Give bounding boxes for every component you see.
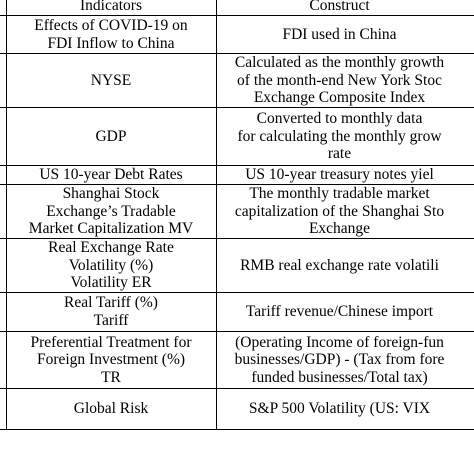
construct-line: Converted to monthly data bbox=[256, 110, 423, 128]
indicator-line: US 10-year Debt Rates bbox=[39, 166, 183, 184]
indicator-line: Real Tariff (%) bbox=[64, 294, 158, 312]
table-row: Effects of COVID-19 on FDI Inflow to Chi… bbox=[0, 15, 474, 54]
indicator-cell: GDP bbox=[5, 107, 217, 166]
construct-line: Calculated as the monthly growth bbox=[234, 54, 445, 72]
indicator-cell: Real Exchange Rate Volatility (%) Volati… bbox=[5, 238, 217, 293]
construct-cell: S&P 500 Volatility (US: VIX bbox=[215, 388, 474, 430]
indicator-cell: US 10-year Debt Rates bbox=[5, 165, 217, 185]
table-row: Preferential Treatment for Foreign Inves… bbox=[0, 331, 474, 389]
construct-cell: Calculated as the monthly growth of the … bbox=[215, 53, 474, 108]
construct-cell: FDI used in China bbox=[215, 15, 474, 54]
construct-line: for calculating the monthly grow bbox=[237, 127, 442, 145]
construct-cell: Converted to monthly data for calculatin… bbox=[215, 107, 474, 166]
construct-cell: The monthly tradable market capitalizati… bbox=[215, 184, 474, 239]
indicator-cell: Effects of COVID-19 on FDI Inflow to Chi… bbox=[5, 15, 217, 54]
table-row: NYSE Calculated as the monthly growth of… bbox=[0, 53, 474, 108]
indicator-line: FDI Inflow to China bbox=[47, 34, 175, 52]
construct-line: rate bbox=[327, 145, 352, 163]
indicator-line: Foreign Investment (%) bbox=[36, 351, 186, 369]
table-row: US 10-year Debt Rates US 10-year treasur… bbox=[0, 165, 474, 185]
indicator-line: Volatility (%) bbox=[68, 256, 154, 274]
construct-line: (Operating Income of foreign-fun bbox=[235, 333, 444, 351]
construct-line: US 10-year treasury notes yiel bbox=[245, 166, 434, 184]
indicator-table: Indicators Construct Effects of COVID-19… bbox=[0, 0, 474, 430]
indicator-cell: Shanghai Stock Exchange’s Tradable Marke… bbox=[5, 184, 217, 239]
indicator-line: Exchange’s Tradable bbox=[46, 202, 176, 220]
construct-line: The monthly tradable market bbox=[249, 185, 430, 203]
construct-cell: US 10-year treasury notes yiel bbox=[215, 165, 474, 185]
indicator-line: Tariff bbox=[93, 312, 129, 329]
indicator-line: TR bbox=[101, 368, 121, 386]
construct-line: FDI used in China bbox=[282, 25, 397, 43]
indicator-line: NYSE bbox=[90, 71, 132, 89]
construct-line: Tariff revenue/Chinese import bbox=[245, 303, 434, 321]
indicator-cell: Global Risk bbox=[5, 388, 217, 430]
construct-line: capitalization of the Shanghai Sto bbox=[234, 202, 445, 220]
construct-line: Exchange Composite Index bbox=[253, 89, 426, 107]
construct-line: RMB real exchange rate volatili bbox=[240, 256, 439, 274]
construct-line: businesses/GDP) - (Tax from fore bbox=[234, 351, 445, 369]
indicator-line: Shanghai Stock bbox=[62, 185, 160, 203]
indicator-line: GDP bbox=[95, 127, 127, 145]
indicator-cell: Preferential Treatment for Foreign Inves… bbox=[5, 331, 217, 389]
table-row: Global Risk S&P 500 Volatility (US: VIX bbox=[0, 388, 474, 430]
table-header-row: Indicators Construct bbox=[0, 0, 474, 16]
construct-header: Construct bbox=[215, 0, 474, 16]
table-row: GDP Converted to monthly data for calcul… bbox=[0, 107, 474, 166]
table-row: Shanghai Stock Exchange’s Tradable Marke… bbox=[0, 184, 474, 239]
construct-cell: Tariff revenue/Chinese import bbox=[215, 292, 474, 332]
indicator-line: Volatility ER bbox=[70, 274, 152, 292]
indicator-cell: NYSE bbox=[5, 53, 217, 108]
indicators-header: Indicators bbox=[5, 0, 217, 16]
table-row: Real Tariff (%) Tariff Tariff revenue/Ch… bbox=[0, 292, 474, 332]
construct-line: Exchange bbox=[308, 220, 371, 238]
construct-line: of the month-end New York Stoc bbox=[237, 71, 442, 89]
indicator-line: Preferential Treatment for bbox=[30, 333, 192, 351]
indicator-line: Global Risk bbox=[73, 400, 149, 418]
indicator-line: Effects of COVID-19 on bbox=[34, 16, 188, 34]
construct-line: funded businesses/Total tax) bbox=[251, 368, 428, 386]
indicator-line: Real Exchange Rate bbox=[48, 239, 174, 257]
indicator-line: Market Capitalization MV bbox=[28, 220, 194, 238]
indicator-cell: Real Tariff (%) Tariff bbox=[5, 292, 217, 332]
construct-header-text: Construct bbox=[309, 0, 370, 15]
construct-line: S&P 500 Volatility (US: VIX bbox=[248, 400, 431, 418]
table-row: Real Exchange Rate Volatility (%) Volati… bbox=[0, 238, 474, 293]
construct-cell: RMB real exchange rate volatili bbox=[215, 238, 474, 293]
construct-cell: (Operating Income of foreign-fun busines… bbox=[215, 331, 474, 389]
